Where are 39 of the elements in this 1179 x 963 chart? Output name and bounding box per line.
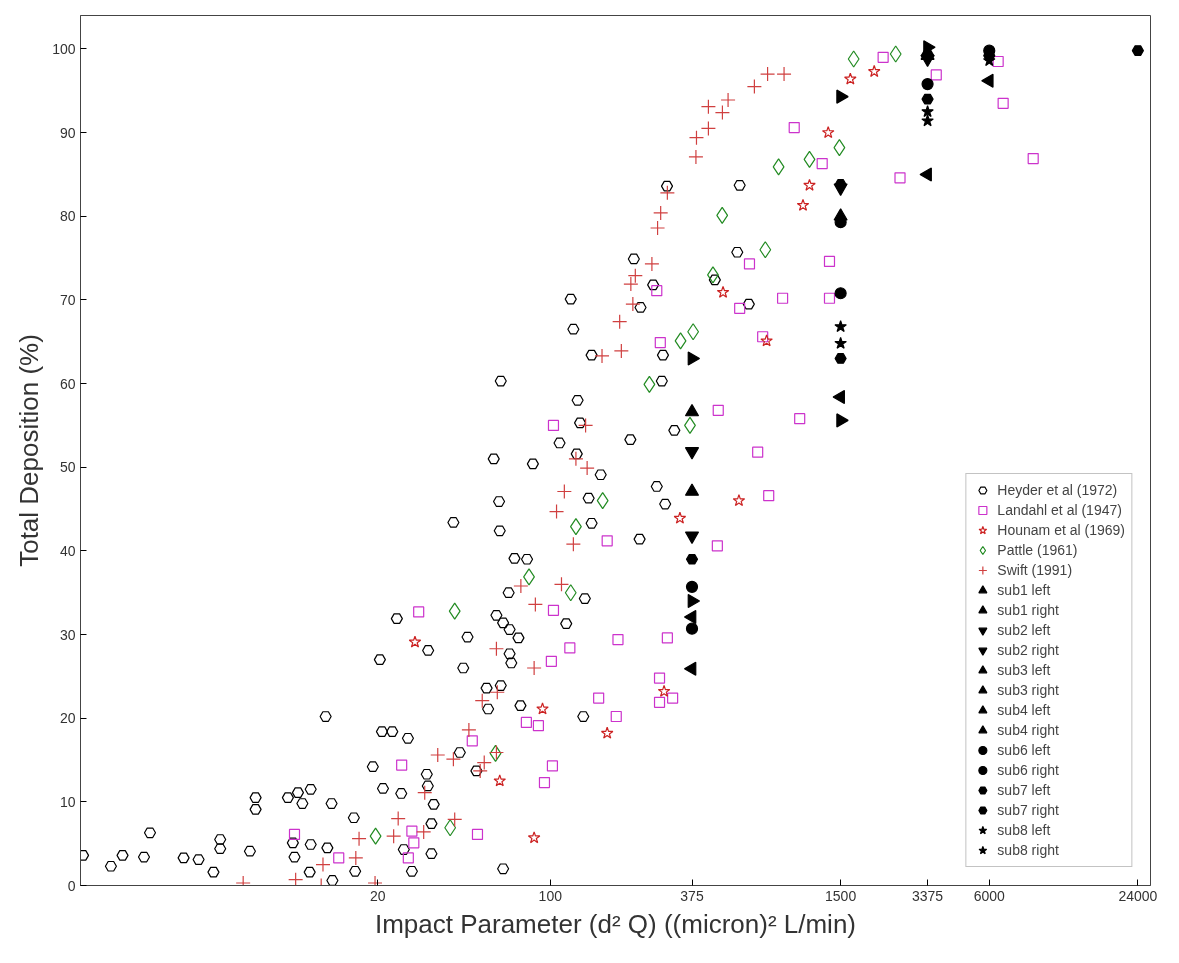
legend-label: sub1 left <box>997 581 1051 600</box>
legend-label: sub3 left <box>997 661 1051 680</box>
legend-label: sub4 right <box>997 721 1059 740</box>
legend-label: sub2 right <box>997 641 1059 660</box>
legend-label: sub3 right <box>997 681 1059 700</box>
legend-label: sub6 left <box>997 741 1051 760</box>
x-tick-label: 20 <box>369 887 386 904</box>
x-tick-label: 6000 <box>973 887 1006 904</box>
x-axis-title: Impact Parameter (d² Q) ((micron)² L/min) <box>374 908 857 939</box>
y-tick-label: 20 <box>59 710 76 727</box>
legend-label: Landahl et al (1947) <box>997 501 1122 520</box>
y-tick-label: 50 <box>59 459 76 476</box>
y-tick-label: 90 <box>59 124 76 141</box>
x-tick-label: 375 <box>680 887 704 904</box>
y-tick-label: 10 <box>59 793 76 810</box>
x-tick-label: 1500 <box>825 887 857 904</box>
y-tick-label: 30 <box>59 626 76 643</box>
x-tick-label: 3375 <box>911 887 944 904</box>
legend-label: Swift (1991) <box>997 561 1073 580</box>
legend-label: sub7 right <box>997 801 1059 820</box>
legend-label: sub4 left <box>997 701 1051 720</box>
legend-label: sub7 left <box>997 781 1051 800</box>
legend-label: sub1 right <box>997 601 1059 620</box>
x-tick-label: 100 <box>538 887 563 904</box>
y-tick-label: 40 <box>59 542 76 559</box>
y-tick-label: 70 <box>59 291 76 308</box>
y-tick-label: 80 <box>59 208 76 225</box>
legend-label: sub2 left <box>997 621 1051 640</box>
legend-label: sub6 right <box>997 761 1059 780</box>
legend-label: Heyder et al (1972) <box>997 481 1118 500</box>
legend-label: Pattle (1961) <box>997 541 1078 560</box>
legend-label: sub8 right <box>997 841 1059 860</box>
y-tick-label: 100 <box>52 40 76 57</box>
y-tick-label: 0 <box>67 877 76 894</box>
y-tick-label: 60 <box>59 375 76 392</box>
legend-label: Hounam et al (1969) <box>997 521 1125 540</box>
y-axis-title: Total Deposition (%) <box>14 334 45 567</box>
x-tick-label: 24000 <box>1118 887 1158 904</box>
legend-label: sub8 left <box>997 821 1051 840</box>
